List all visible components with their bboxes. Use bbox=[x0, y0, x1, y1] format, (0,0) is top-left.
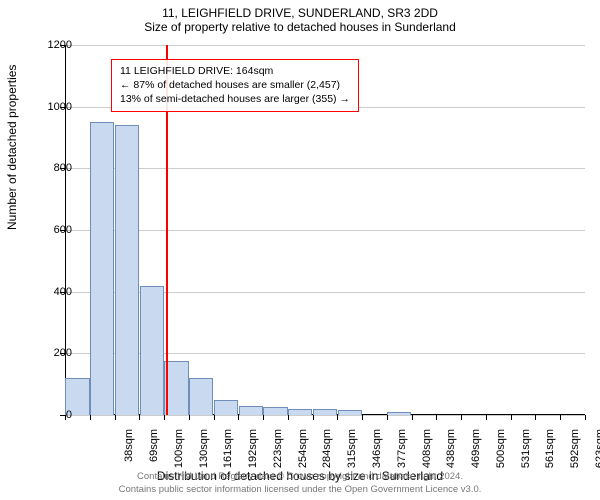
x-tick-label: 377sqm bbox=[396, 429, 408, 477]
x-tick-label: 161sqm bbox=[222, 429, 234, 477]
x-tick-label: 284sqm bbox=[321, 429, 333, 477]
y-tick-label: 1200 bbox=[32, 39, 72, 51]
x-tick-label: 469sqm bbox=[470, 429, 482, 477]
chart-title: 11, LEIGHFIELD DRIVE, SUNDERLAND, SR3 2D… bbox=[0, 0, 600, 20]
x-tick-mark bbox=[214, 415, 215, 420]
y-axis-label: Number of detached properties bbox=[5, 65, 19, 230]
x-tick-mark bbox=[189, 415, 190, 420]
x-tick-mark bbox=[436, 415, 437, 420]
grid-line bbox=[65, 45, 585, 46]
x-tick-mark bbox=[585, 415, 586, 420]
x-tick-label: 254sqm bbox=[297, 429, 309, 477]
chart-subtitle: Size of property relative to detached ho… bbox=[0, 20, 600, 34]
x-tick-mark bbox=[337, 415, 338, 420]
x-tick-mark bbox=[313, 415, 314, 420]
y-tick-label: 0 bbox=[32, 409, 72, 421]
x-tick-mark bbox=[288, 415, 289, 420]
grid-line bbox=[65, 168, 585, 169]
x-tick-mark bbox=[164, 415, 165, 420]
x-tick-mark bbox=[139, 415, 140, 420]
chart-area: 11 LEIGHFIELD DRIVE: 164sqm← 87% of deta… bbox=[65, 45, 585, 415]
x-tick-mark bbox=[362, 415, 363, 420]
histogram-bar bbox=[115, 125, 139, 415]
x-tick-mark bbox=[238, 415, 239, 420]
histogram-bar bbox=[387, 412, 411, 415]
histogram-bar bbox=[214, 400, 238, 415]
histogram-bar bbox=[90, 122, 114, 415]
x-tick-label: 438sqm bbox=[445, 429, 457, 477]
x-tick-label: 130sqm bbox=[198, 429, 210, 477]
x-tick-label: 500sqm bbox=[495, 429, 507, 477]
x-tick-mark bbox=[115, 415, 116, 420]
x-tick-mark bbox=[90, 415, 91, 420]
x-tick-mark bbox=[412, 415, 413, 420]
histogram-bar bbox=[263, 407, 287, 415]
histogram-bar bbox=[288, 409, 312, 415]
x-tick-mark bbox=[387, 415, 388, 420]
x-tick-label: 315sqm bbox=[346, 429, 358, 477]
x-tick-mark bbox=[535, 415, 536, 420]
histogram-bar bbox=[189, 378, 213, 415]
x-tick-label: 192sqm bbox=[247, 429, 259, 477]
annotation-line: ← 87% of detached houses are smaller (2,… bbox=[120, 78, 350, 92]
x-tick-mark bbox=[461, 415, 462, 420]
y-tick-label: 200 bbox=[32, 347, 72, 359]
x-tick-label: 223sqm bbox=[272, 429, 284, 477]
x-tick-mark bbox=[263, 415, 264, 420]
x-tick-mark bbox=[560, 415, 561, 420]
annotation-box: 11 LEIGHFIELD DRIVE: 164sqm← 87% of deta… bbox=[111, 59, 359, 112]
plot-area: 11 LEIGHFIELD DRIVE: 164sqm← 87% of deta… bbox=[65, 45, 585, 415]
y-tick-label: 400 bbox=[32, 286, 72, 298]
grid-line bbox=[65, 230, 585, 231]
histogram-bar bbox=[313, 409, 337, 415]
annotation-line: 13% of semi-detached houses are larger (… bbox=[120, 92, 350, 106]
grid-line bbox=[65, 415, 585, 416]
x-tick-label: 346sqm bbox=[371, 429, 383, 477]
x-tick-mark bbox=[511, 415, 512, 420]
x-tick-label: 100sqm bbox=[173, 429, 185, 477]
histogram-bar bbox=[338, 410, 362, 415]
y-tick-label: 600 bbox=[32, 224, 72, 236]
x-tick-label: 623sqm bbox=[594, 429, 600, 477]
x-tick-label: 38sqm bbox=[123, 429, 135, 477]
y-tick-label: 800 bbox=[32, 162, 72, 174]
x-tick-mark bbox=[486, 415, 487, 420]
annotation-line: 11 LEIGHFIELD DRIVE: 164sqm bbox=[120, 64, 350, 78]
x-tick-label: 561sqm bbox=[544, 429, 556, 477]
x-tick-label: 531sqm bbox=[520, 429, 532, 477]
x-tick-label: 69sqm bbox=[148, 429, 160, 477]
y-tick-label: 1000 bbox=[32, 101, 72, 113]
footer-line-2: Contains public sector information licen… bbox=[0, 484, 600, 496]
x-tick-label: 592sqm bbox=[569, 429, 581, 477]
histogram-bar bbox=[239, 406, 263, 415]
histogram-bar bbox=[140, 286, 164, 416]
x-tick-label: 408sqm bbox=[421, 429, 433, 477]
